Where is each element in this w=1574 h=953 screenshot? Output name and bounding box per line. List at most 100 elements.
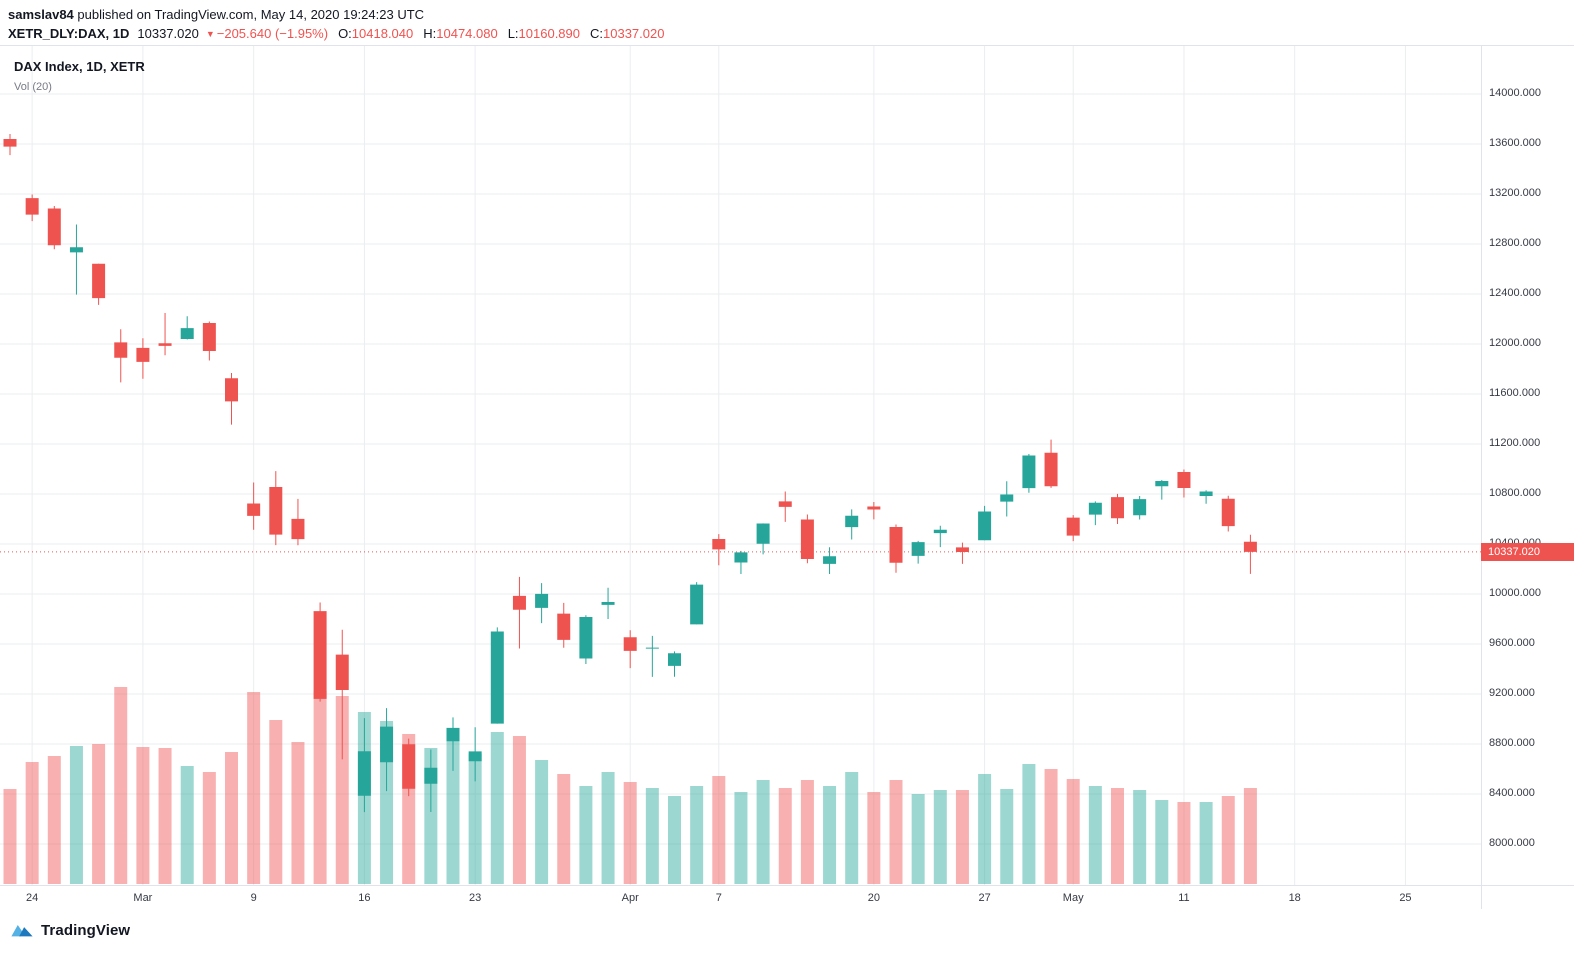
low-value: 10160.890 bbox=[518, 26, 580, 41]
candle-up bbox=[933, 529, 947, 534]
volume-indicator-legend[interactable]: Vol (20) bbox=[14, 81, 52, 93]
time-axis-label: 23 bbox=[469, 892, 482, 904]
candle-down bbox=[47, 208, 61, 246]
symbol-name[interactable]: XETR_DLY:DAX, 1D bbox=[8, 26, 130, 41]
volume-bar bbox=[579, 786, 593, 884]
candle-down bbox=[1044, 452, 1058, 487]
volume-bar bbox=[158, 748, 172, 884]
volume-bar bbox=[92, 744, 106, 884]
high-value: 10474.080 bbox=[436, 26, 498, 41]
volume-bar bbox=[114, 687, 128, 884]
volume-bar bbox=[247, 692, 261, 884]
volume-bar bbox=[1000, 789, 1014, 884]
candle-down bbox=[136, 347, 150, 362]
time-axis-label: Mar bbox=[133, 892, 153, 904]
close-pair: C:10337.020 bbox=[590, 26, 664, 41]
publisher-name: samslav84 bbox=[8, 7, 74, 22]
volume-bar bbox=[1155, 800, 1169, 884]
candle-up bbox=[490, 631, 504, 724]
volume-bar bbox=[623, 782, 637, 884]
price-axis-label: 8400.000 bbox=[1489, 787, 1535, 799]
candle-up bbox=[1155, 481, 1169, 487]
candle-up bbox=[690, 584, 704, 625]
candlestick-chart[interactable] bbox=[0, 46, 1481, 885]
high-pair: H:10474.080 bbox=[423, 26, 497, 41]
candle-down bbox=[92, 263, 106, 299]
candle-down bbox=[3, 139, 17, 147]
volume-bar bbox=[313, 691, 327, 884]
candle-up bbox=[978, 511, 992, 541]
price-axis-label: 12000.000 bbox=[1489, 337, 1541, 349]
time-axis-label: 24 bbox=[26, 892, 39, 904]
candle-down bbox=[1066, 517, 1080, 536]
candle-up bbox=[845, 515, 859, 528]
volume-bar bbox=[1199, 802, 1213, 884]
volume-bar bbox=[978, 774, 992, 884]
volume-bar bbox=[291, 742, 305, 884]
price-axis-label: 9600.000 bbox=[1489, 637, 1535, 649]
time-axis-label: 25 bbox=[1399, 892, 1412, 904]
volume-bar bbox=[800, 780, 814, 884]
candle-up bbox=[1000, 494, 1014, 502]
chart-area[interactable]: 8000.000 8400.000 8800.000 9200.000 9600.000… bbox=[0, 45, 1574, 909]
candle-up bbox=[645, 647, 659, 649]
volume-bar bbox=[1243, 788, 1257, 884]
time-axis-label: 27 bbox=[978, 892, 991, 904]
volume-bar bbox=[933, 790, 947, 884]
time-axis-label: 9 bbox=[250, 892, 257, 904]
time-axis-label: May bbox=[1062, 892, 1084, 904]
volume-bar bbox=[955, 790, 969, 884]
candle-down bbox=[225, 378, 238, 402]
volume-bar bbox=[1133, 790, 1147, 884]
candle-down bbox=[313, 611, 327, 699]
price-axis-label: 13600.000 bbox=[1489, 137, 1541, 149]
candle-up bbox=[668, 653, 681, 666]
time-axis-label: 11 bbox=[1178, 892, 1190, 904]
price-axis-label: 12800.000 bbox=[1489, 237, 1541, 249]
candle-up bbox=[756, 523, 770, 544]
high-label: H: bbox=[423, 26, 437, 41]
volume-bar bbox=[335, 696, 349, 884]
candle-down bbox=[712, 539, 726, 550]
candle-down bbox=[291, 518, 305, 540]
candle-down bbox=[867, 506, 881, 510]
symbol-legend[interactable]: DAX Index, 1D, XETR bbox=[14, 59, 145, 74]
candle-down bbox=[800, 519, 814, 559]
price-axis-label: 8000.000 bbox=[1489, 837, 1535, 849]
candle-up bbox=[69, 247, 83, 253]
price-axis-label: 13200.000 bbox=[1489, 187, 1541, 199]
volume-bar bbox=[845, 772, 859, 884]
tradingview-logo-icon[interactable] bbox=[10, 919, 34, 941]
candle-down bbox=[778, 501, 792, 507]
tradingview-wordmark[interactable]: TradingView bbox=[41, 921, 131, 939]
time-axis-label: 16 bbox=[358, 892, 371, 904]
price-axis-label: 11600.000 bbox=[1489, 387, 1541, 399]
candle-down bbox=[247, 503, 261, 516]
candle-down bbox=[557, 613, 571, 640]
price-axis-label: 10000.000 bbox=[1489, 587, 1541, 599]
chart-legend: DAX Index, 1D, XETR Vol (20) bbox=[14, 59, 145, 93]
candle-down bbox=[512, 595, 526, 610]
candle-down bbox=[269, 487, 283, 535]
time-axis[interactable]: 24 Mar 9 16 23 Apr 7 20 27 May 11 18 25 bbox=[0, 887, 1481, 909]
price-axis-label: 12400.000 bbox=[1489, 287, 1541, 299]
candle-down bbox=[1111, 497, 1124, 519]
volume-bar bbox=[535, 760, 549, 884]
volume-bar bbox=[1111, 788, 1124, 884]
volume-bar bbox=[557, 774, 571, 884]
low-label: L: bbox=[507, 26, 519, 41]
price-axis-label: 8800.000 bbox=[1489, 737, 1535, 749]
open-label: O: bbox=[338, 26, 352, 41]
candle-up bbox=[446, 727, 460, 742]
candle-up bbox=[734, 552, 748, 563]
candle-down bbox=[114, 342, 128, 358]
open-value: 10418.040 bbox=[351, 26, 414, 41]
price-axis[interactable]: 8000.000 8400.000 8800.000 9200.000 9600.000… bbox=[1482, 46, 1574, 885]
candle-up bbox=[911, 542, 925, 556]
time-axis-separator bbox=[0, 885, 1574, 886]
volume-bar bbox=[468, 754, 482, 884]
volume-bar bbox=[778, 788, 792, 884]
symbol-last-price: 10337.020 bbox=[137, 26, 199, 41]
price-axis-label: 14000.000 bbox=[1489, 87, 1541, 99]
price-axis-separator bbox=[1481, 46, 1482, 909]
